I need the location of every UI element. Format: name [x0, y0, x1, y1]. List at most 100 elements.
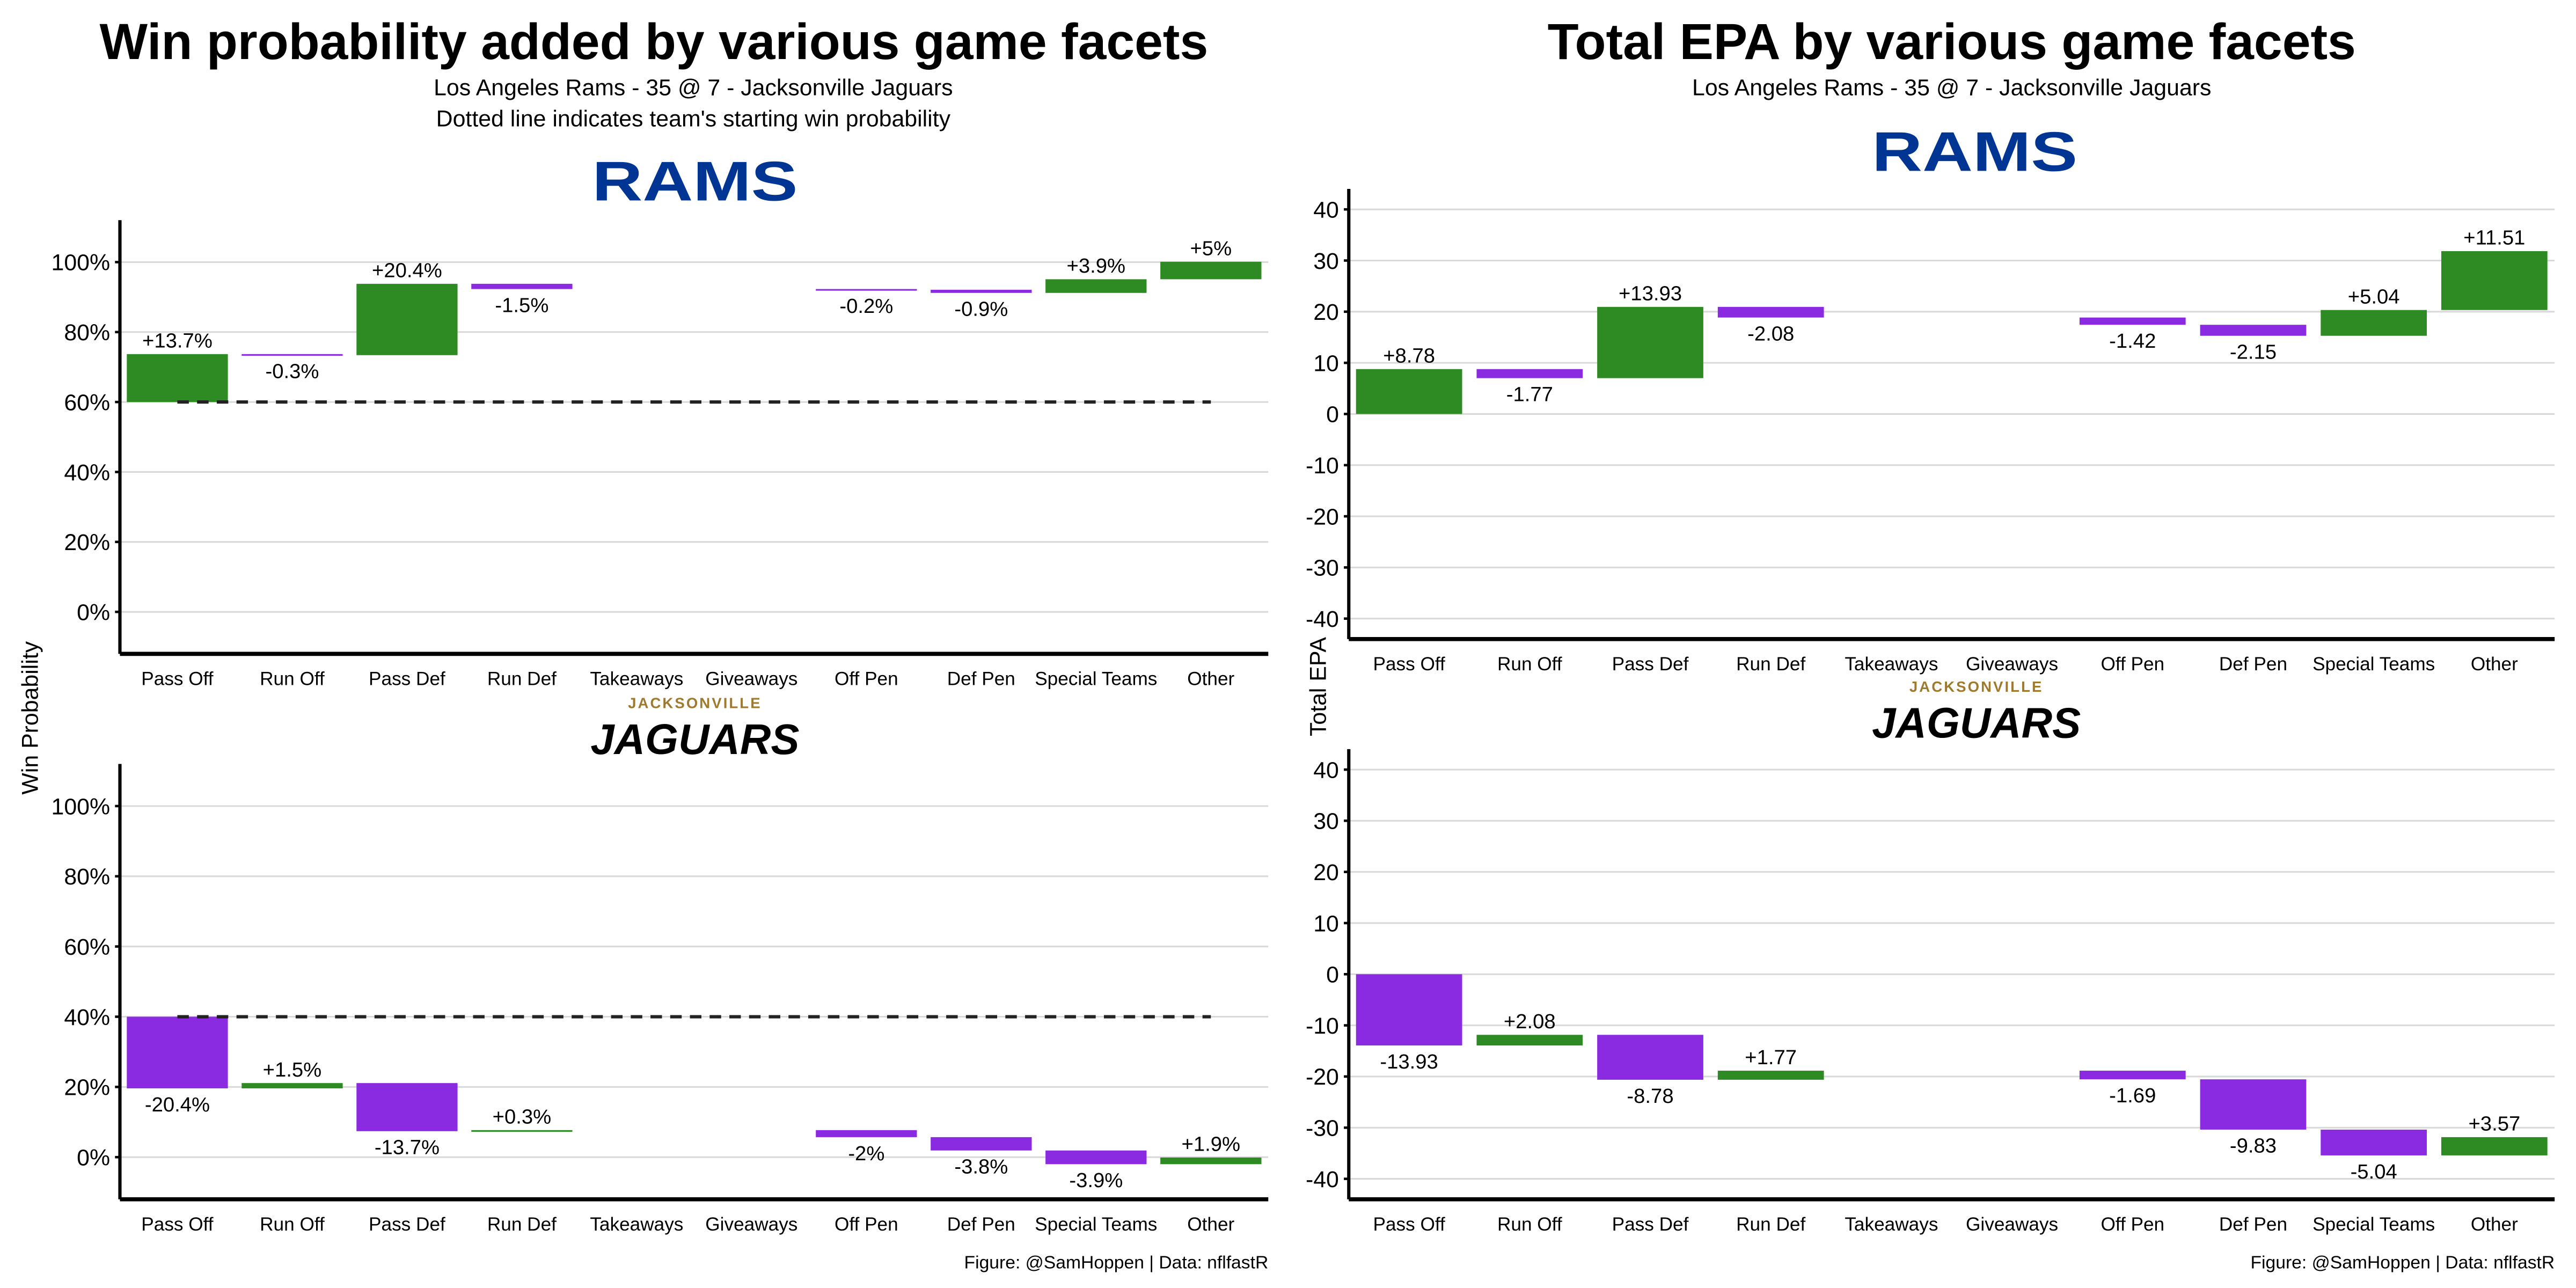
bar-pass-off [1356, 369, 1462, 414]
x-tick-label: Takeaways [590, 669, 683, 690]
y-tick-label: -40 [1306, 1167, 1339, 1192]
x-tick-label: Other [1187, 669, 1234, 690]
x-tick-label: Pass Def [369, 669, 445, 690]
left-caption: Figure: @SamHoppen | Data: nflfastR [964, 1253, 1269, 1272]
y-tick-label: 0 [1326, 962, 1339, 988]
data-label: -1.69 [2109, 1084, 2156, 1107]
data-label: -8.78 [1627, 1085, 1673, 1108]
y-tick-label: 0 [1326, 402, 1339, 428]
x-tick-label: Other [1187, 1214, 1234, 1235]
data-label: -13.7% [375, 1136, 440, 1159]
x-tick-label: Takeaways [1845, 654, 1938, 675]
data-label: +13.93 [1619, 282, 1682, 305]
y-tick-label: -40 [1306, 606, 1339, 632]
bar-run-off [1476, 1035, 1583, 1046]
left-subtitle: Los Angeles Rams - 35 @ 7 - Jacksonville… [434, 75, 953, 101]
left-subtitle-2: Dotted line indicates team's starting wi… [436, 106, 951, 132]
right-subtitle: Los Angeles Rams - 35 @ 7 - Jacksonville… [1692, 75, 2211, 101]
y-tick-label: -30 [1306, 1116, 1339, 1141]
data-label: +5.04 [2348, 285, 2400, 308]
y-tick-label: 60% [64, 934, 110, 960]
x-tick-label: Takeaways [1845, 1214, 1938, 1235]
bar-special-teams [1045, 279, 1147, 293]
x-tick-label: Special Teams [2312, 654, 2435, 675]
data-label: -1.77 [1506, 383, 1553, 406]
x-tick-label: Def Pen [2219, 1214, 2287, 1235]
right-y-axis-label: Total EPA [1305, 637, 1331, 736]
y-tick-label: 100% [52, 794, 111, 819]
data-label: +13.7% [142, 330, 213, 353]
bar-run-off [241, 1083, 343, 1088]
bar-def-pen [931, 1137, 1032, 1151]
x-tick-label: Giveaways [1966, 1214, 2058, 1235]
bar-run-def [471, 1130, 573, 1132]
data-label: -0.3% [265, 360, 319, 383]
x-tick-label: Special Teams [2312, 1214, 2435, 1235]
y-tick-label: 20% [64, 530, 110, 555]
panel-wp-rams: 0% 20% 40% 60% 80% 100% +13.7% Pass Off -0.3% Run… [52, 220, 1269, 690]
x-tick-label: Giveaways [705, 1214, 797, 1235]
bar-pass-def [1597, 306, 1703, 378]
y-tick-label: 10 [1313, 350, 1339, 376]
y-tick-label: -20 [1306, 504, 1339, 530]
bar-other [2441, 251, 2548, 310]
data-label: +2.08 [1504, 1010, 1556, 1033]
bar-special-teams [2321, 1129, 2427, 1155]
bar-pass-off [127, 354, 228, 402]
y-tick-label: 30 [1313, 809, 1339, 835]
data-label: -2% [848, 1142, 884, 1165]
x-tick-label: Off Pen [835, 1214, 898, 1235]
data-label: -0.9% [954, 298, 1008, 321]
bar-off-pen [2079, 317, 2186, 325]
data-label: +3.9% [1067, 254, 1126, 277]
panel-epa-rams: -40 -30 -20 -10 0 10 20 30 40 +8.78 Pass Off -1.77 R… [1306, 189, 2555, 675]
y-tick-label: 30 [1313, 248, 1339, 274]
x-tick-label: Run Def [487, 1214, 557, 1235]
data-label: -1.42 [2109, 330, 2156, 353]
x-tick-label: Off Pen [2101, 1214, 2164, 1235]
y-tick-label: 40 [1313, 757, 1339, 783]
data-label: +8.78 [1383, 344, 1435, 367]
y-tick-label: 80% [64, 320, 110, 346]
data-label: +0.3% [493, 1106, 552, 1129]
bar-def-pen [931, 289, 1032, 293]
y-tick-label: 20 [1313, 860, 1339, 885]
bar-pass-off [127, 1016, 228, 1088]
y-tick-label: 0% [77, 1145, 110, 1170]
rams-logo-epa: RAMS [1872, 120, 2077, 183]
data-label: -5.04 [2351, 1160, 2397, 1183]
y-tick-label: 40% [64, 1005, 110, 1030]
data-label: +3.57 [2468, 1113, 2520, 1136]
data-label: +1.9% [1182, 1133, 1241, 1156]
bar-run-off [241, 354, 343, 356]
x-tick-label: Run Off [260, 1214, 325, 1235]
bar-other [1160, 261, 1262, 280]
x-tick-label: Pass Def [1612, 1214, 1689, 1235]
bar-other [2441, 1137, 2548, 1155]
bar-pass-def [1597, 1035, 1703, 1080]
y-tick-label: -10 [1306, 453, 1339, 479]
bar-pass-def [356, 1083, 458, 1131]
left-y-axis-label: Win Probability [17, 641, 43, 794]
bar-pass-off [1356, 974, 1462, 1046]
data-label: -2.15 [2230, 341, 2277, 364]
data-label: -2.08 [1747, 323, 1794, 346]
y-tick-label: 0% [77, 599, 110, 625]
data-label: +20.4% [372, 259, 442, 282]
y-tick-label: 100% [52, 250, 111, 276]
x-tick-label: Run Off [1497, 1214, 1562, 1235]
x-tick-label: Pass Off [141, 1214, 214, 1235]
bar-special-teams [2321, 310, 2427, 336]
y-tick-label: 10 [1313, 911, 1339, 936]
jaguars-logo-top-epa: JACKSONVILLE [1909, 678, 2043, 695]
x-tick-label: Def Pen [947, 1214, 1015, 1235]
data-label: +11.51 [2463, 226, 2525, 250]
x-tick-label: Run Off [1497, 654, 1562, 675]
x-tick-label: Giveaways [705, 669, 797, 690]
x-tick-label: Run Def [1736, 654, 1805, 675]
bar-run-def [471, 283, 573, 289]
x-tick-label: Run Def [1736, 1214, 1805, 1235]
data-label: -0.2% [839, 295, 893, 318]
bar-other [1160, 1157, 1262, 1165]
